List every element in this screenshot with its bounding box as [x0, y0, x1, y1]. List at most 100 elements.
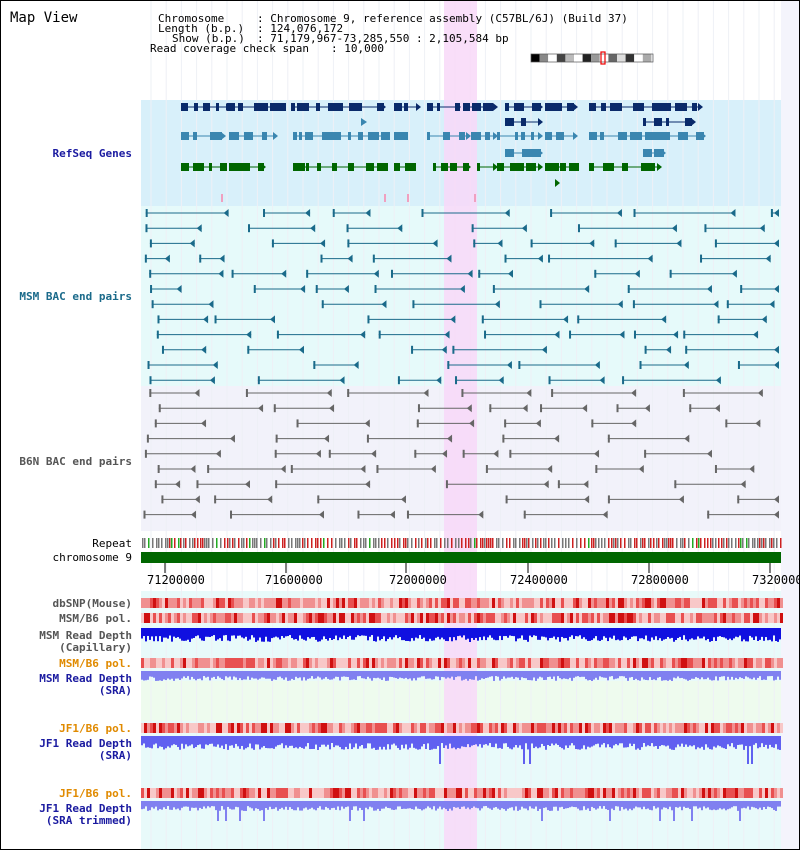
depth-bar	[193, 736, 195, 749]
depth-bar	[627, 801, 629, 811]
repeat-mark	[666, 538, 668, 548]
track-label-msm-b6-pol-sra[interactable]: MSM/B6 pol.	[59, 657, 132, 670]
heat-cell	[381, 613, 384, 623]
repeat-mark	[363, 538, 365, 548]
track-label-jf1-b6-pol-2[interactable]: JF1/B6 pol.	[59, 787, 132, 800]
heat-cell	[330, 613, 333, 623]
ideogram-band	[565, 54, 574, 62]
heat-cell	[486, 658, 489, 668]
heat-cell	[606, 598, 609, 608]
repeat-mark	[545, 538, 547, 548]
gene-strand-arrow	[221, 163, 226, 171]
ideogram-band	[531, 54, 540, 62]
depth-bar	[361, 628, 363, 636]
heat-cell	[708, 723, 711, 733]
gene-exon	[681, 103, 687, 111]
gene-exon	[483, 103, 493, 111]
track-label-repeat[interactable]: Repeat	[92, 537, 132, 550]
heat-cell	[627, 658, 630, 668]
repeat-mark	[341, 538, 343, 548]
heat-cell	[252, 613, 255, 623]
repeat-mark	[496, 538, 498, 548]
heat-cell	[474, 723, 477, 733]
depth-bar	[467, 671, 469, 681]
depth-bar	[407, 801, 409, 809]
depth-bar	[431, 801, 433, 810]
depth-bar	[223, 801, 225, 810]
heat-cell	[705, 598, 708, 608]
depth-bar	[237, 801, 239, 808]
heat-cell	[441, 658, 444, 668]
heat-cell	[171, 658, 174, 668]
heat-cell	[627, 613, 630, 623]
heat-cell	[312, 788, 315, 798]
heat-cell	[711, 613, 714, 623]
track-label-jf1-depth[interactable]: JF1 Read Depth	[39, 737, 132, 750]
heat-cell	[504, 723, 507, 733]
msm-bac-end	[212, 361, 218, 369]
b6n-bac-end	[682, 389, 685, 397]
gene-exon	[601, 103, 606, 111]
track-label-msm-b6-pol[interactable]: MSM/B6 pol.	[59, 612, 132, 625]
repeat-mark	[572, 538, 574, 548]
repeat-mark	[206, 538, 208, 548]
heat-cell	[678, 788, 681, 798]
heat-cell	[330, 658, 333, 668]
heat-cell	[318, 598, 321, 608]
depth-bar	[663, 801, 665, 808]
heat-cell	[738, 723, 741, 733]
depth-bar	[307, 671, 309, 679]
track-label-jf1-b6-pol[interactable]: JF1/B6 pol.	[59, 722, 132, 735]
heat-cell	[720, 613, 723, 623]
track-label-chromosome[interactable]: chromosome 9	[52, 551, 132, 564]
heat-cell	[597, 788, 600, 798]
depth-bar	[753, 671, 755, 678]
heat-cell	[315, 598, 318, 608]
heat-cell	[585, 658, 588, 668]
track-label-jf1-depth-trimmed[interactable]: JF1 Read Depth	[39, 802, 132, 815]
heat-cell	[345, 613, 348, 623]
depth-bar	[459, 801, 461, 810]
heat-cell	[588, 613, 591, 623]
depth-bar	[359, 801, 361, 808]
heat-cell	[186, 598, 189, 608]
depth-bar	[429, 736, 431, 750]
depth-bar	[721, 628, 723, 638]
depth-bar	[235, 671, 237, 678]
track-label-refseq[interactable]: RefSeq Genes	[52, 147, 132, 160]
depth-bar	[381, 736, 383, 750]
track-label-dbsnp[interactable]: dbSNP(Mouse)	[52, 597, 132, 610]
heat-cell	[543, 613, 546, 623]
repeat-mark	[528, 538, 530, 548]
depth-bar	[233, 628, 235, 636]
heat-cell	[762, 598, 765, 608]
heat-cell	[144, 723, 147, 733]
depth-bar	[573, 736, 575, 746]
repeat-mark	[178, 538, 180, 548]
ideogram-band	[582, 54, 592, 62]
heat-cell	[675, 613, 678, 623]
heat-cell	[216, 788, 219, 798]
msm-bac-end	[541, 345, 547, 354]
track-label-msm-bac[interactable]: MSM BAC end pairs	[19, 290, 132, 303]
track-label-b6n-bac[interactable]: B6N BAC end pairs	[19, 455, 132, 468]
b6n-bac-end	[194, 389, 200, 397]
heat-cell	[693, 723, 696, 733]
track-label-msm-depth-capillary[interactable]: MSM Read Depth	[39, 629, 132, 642]
gene-exon	[532, 103, 541, 111]
depth-bar	[427, 628, 429, 642]
depth-bar	[211, 671, 213, 678]
heat-cell	[444, 723, 447, 733]
heat-cell	[750, 788, 753, 798]
heat-cell	[717, 658, 720, 668]
b6n-bac-end	[607, 434, 610, 443]
depth-bar	[687, 801, 689, 808]
track-label-msm-depth-sra[interactable]: MSM Read Depth	[39, 672, 132, 685]
heat-cell	[276, 658, 279, 668]
heat-cell	[555, 788, 558, 798]
depth-bar	[709, 628, 711, 642]
gene-exon	[589, 132, 597, 140]
heat-cell	[273, 723, 276, 733]
depth-bar	[165, 628, 167, 638]
